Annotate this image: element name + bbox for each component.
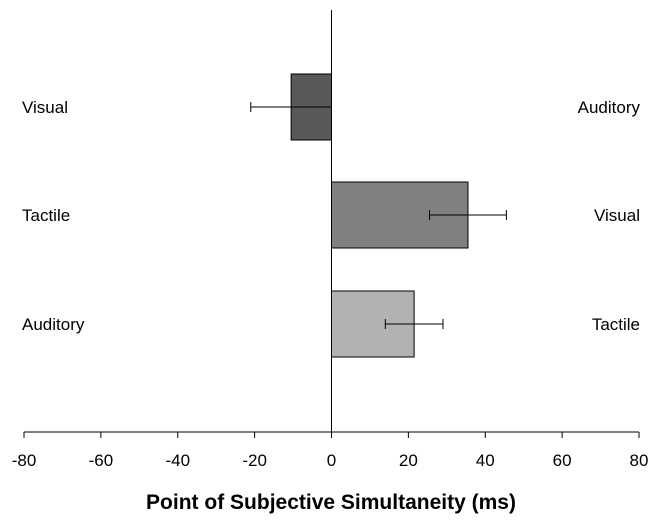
row-right-label: Tactile xyxy=(592,315,640,334)
x-tick-label: 0 xyxy=(327,451,336,470)
row-left-label: Tactile xyxy=(22,206,70,225)
row-left-label: Visual xyxy=(22,98,68,117)
x-tick-label: 80 xyxy=(630,451,649,470)
row-left-label: Auditory xyxy=(22,315,85,334)
bars-layer xyxy=(250,73,507,358)
x-tick-label: 20 xyxy=(399,451,418,470)
row-right-label: Visual xyxy=(594,206,640,225)
x-tick-label: -80 xyxy=(12,451,37,470)
x-tick-label: 60 xyxy=(553,451,572,470)
x-tick-label: -40 xyxy=(165,451,190,470)
x-tick-label: -20 xyxy=(242,451,267,470)
row-right-label: Auditory xyxy=(578,98,641,117)
x-tick-label: 40 xyxy=(476,451,495,470)
row-labels-layer: Visual Auditory Tactile Visual Auditory Tacti… xyxy=(22,98,640,334)
x-axis: -80 -60 -40 -20 0 20 40 60 80 xyxy=(12,10,649,470)
x-axis-label: Point of Subjective Simultaneity (ms) xyxy=(146,491,516,514)
x-tick-label: -60 xyxy=(89,451,114,470)
